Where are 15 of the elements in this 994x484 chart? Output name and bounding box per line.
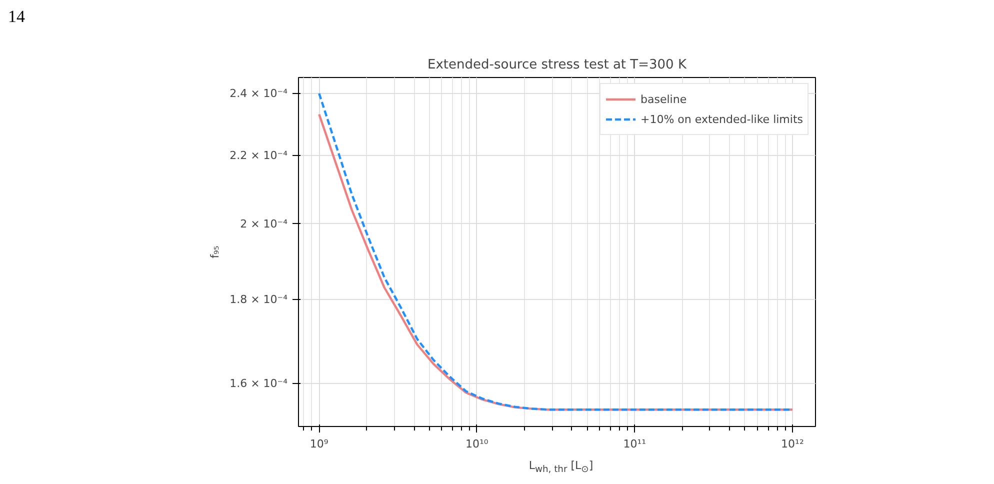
x-tick-label: 10¹⁰ [465,438,489,450]
y-tick-label: 2.4 × 10⁻⁴ [230,86,288,100]
y-tick-label: 1.6 × 10⁻⁴ [230,377,288,390]
text: 14 [8,6,25,28]
legend-label: baseline [640,92,687,106]
y-tick-label: 2.2 × 10⁻⁴ [230,149,288,162]
x-axis-title: L$_{wh, thr}$ [L$_{⊙}$] [528,458,594,476]
y-tick-label: 1.8 × 10⁻⁴ [230,292,288,306]
x-tick-label: 10¹² [781,438,804,450]
legend-label: +10% on extended-like limits [640,112,803,126]
y-tick-label: 2 × 10⁻⁴ [240,217,288,230]
x-tick-label: 10⁹ [310,438,328,450]
x-tick-label: 10¹¹ [623,438,646,450]
y-axis-title: f₉₅ [208,246,222,258]
chart-title: Extended-source stress test at T=300 K [428,58,687,72]
